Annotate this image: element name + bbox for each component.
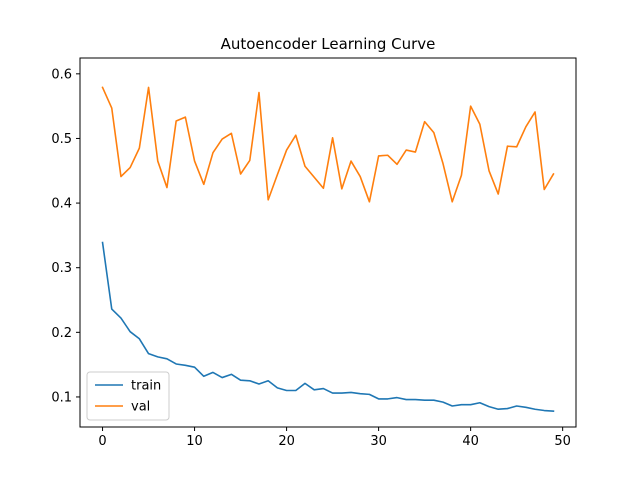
x-tick-label: 40 <box>462 434 479 449</box>
legend: train val <box>86 371 170 421</box>
x-tick-label: 30 <box>370 434 387 449</box>
legend-label-val: val <box>131 400 150 415</box>
chart-title: Autoencoder Learning Curve <box>221 35 436 53</box>
x-tick-label: 20 <box>278 434 295 449</box>
y-tick-label: 0.6 <box>51 67 72 82</box>
legend-box <box>86 371 170 421</box>
series-line-train <box>101 241 555 413</box>
plot-background <box>80 58 576 427</box>
x-tick-label: 0 <box>98 434 106 449</box>
y-tick-label: 0.5 <box>51 132 72 147</box>
series-line-val <box>101 86 555 203</box>
x-axis: 0 10 20 30 40 50 <box>98 427 571 449</box>
legend-label-train: train <box>131 379 161 394</box>
x-tick-label: 10 <box>186 434 203 449</box>
y-tick-label: 0.1 <box>51 390 72 405</box>
plot-area <box>79 57 577 428</box>
y-tick-label: 0.2 <box>51 326 72 341</box>
x-tick-label: 50 <box>554 434 571 449</box>
y-tick-label: 0.3 <box>51 261 72 276</box>
axes-frame <box>79 57 577 428</box>
series-group <box>101 86 555 413</box>
y-axis: 0.1 0.2 0.3 0.4 0.5 0.6 <box>51 67 80 405</box>
y-tick-label: 0.4 <box>51 197 72 212</box>
